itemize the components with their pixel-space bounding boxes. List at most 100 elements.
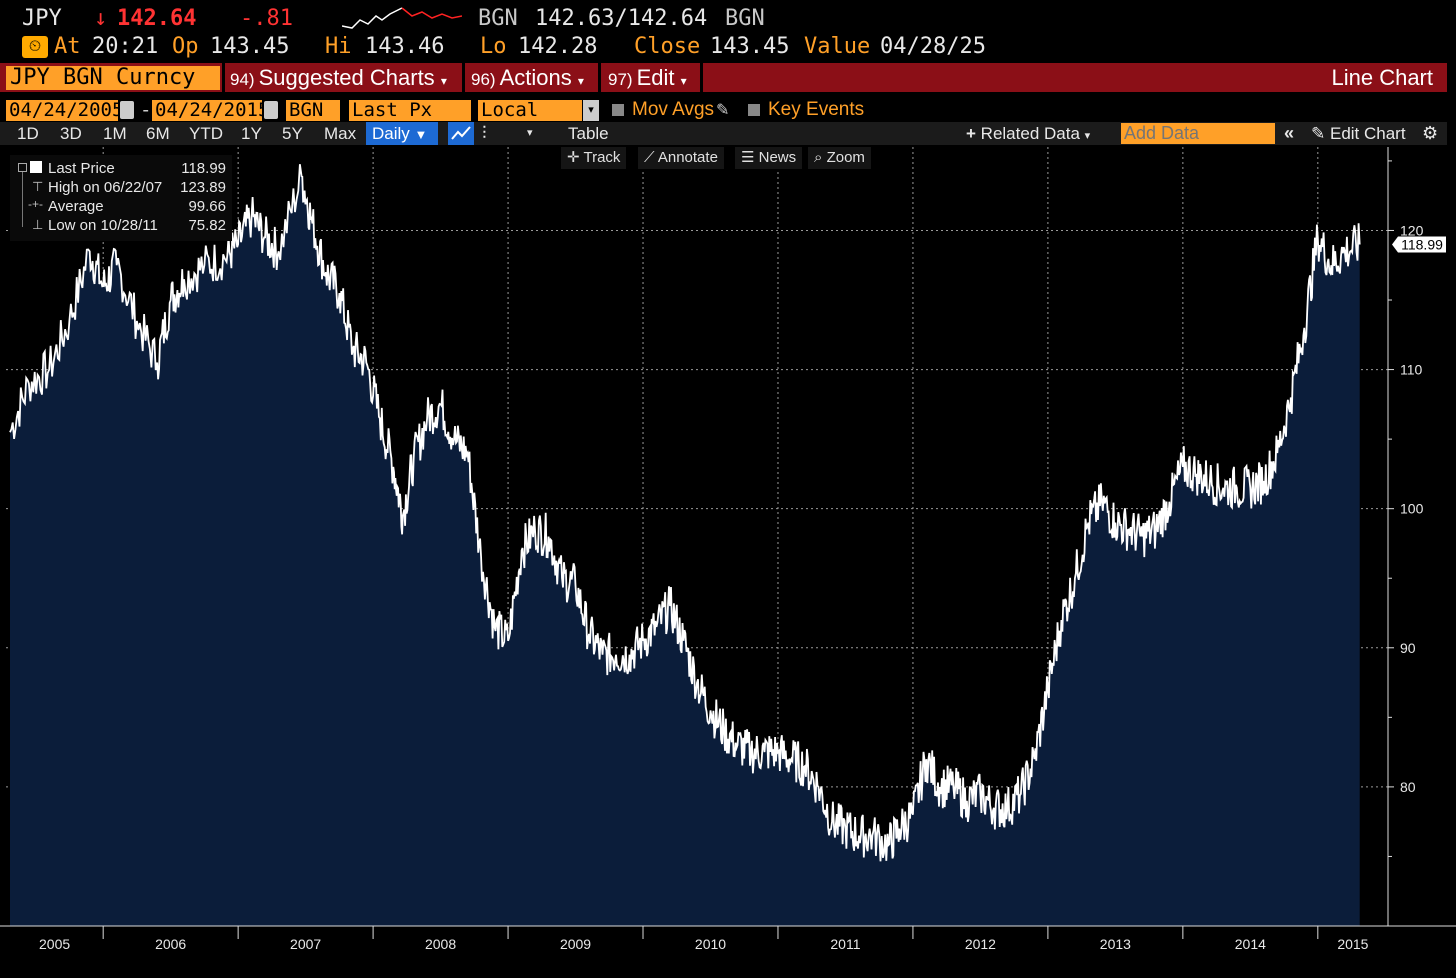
legend-average-value: 99.66 bbox=[188, 198, 226, 215]
magnifier-icon: ⌕ bbox=[814, 149, 823, 166]
lo-label: Lo bbox=[480, 34, 507, 59]
zoom-tool[interactable]: ⌕ Zoom bbox=[808, 147, 871, 169]
start-date-field[interactable]: 04/24/2005 bbox=[6, 100, 123, 121]
x-tick-label: 2008 bbox=[425, 936, 456, 952]
lo-value: 142.28 bbox=[518, 34, 598, 59]
track-tool[interactable]: ✛ Track bbox=[561, 147, 627, 169]
range-3d[interactable]: 3D bbox=[60, 124, 82, 143]
frequency-selector[interactable]: Daily ▼ bbox=[366, 122, 438, 145]
edit-pencil-icon: ✎ bbox=[1311, 124, 1326, 143]
x-tick-label: 2006 bbox=[155, 936, 186, 952]
range-ytd[interactable]: YTD bbox=[189, 124, 223, 143]
high-marker-icon: ⊤ bbox=[32, 179, 44, 194]
range-1y[interactable]: 1Y bbox=[241, 124, 262, 143]
range-max[interactable]: Max bbox=[324, 124, 357, 143]
at-label: At bbox=[54, 34, 81, 59]
currency-selector[interactable]: Local CCY bbox=[478, 100, 582, 142]
x-tick-label: 2009 bbox=[560, 936, 591, 952]
y-axis: 80 90 100 110 120 bbox=[1387, 147, 1424, 926]
news-icon: ☰ bbox=[741, 149, 755, 166]
legend-last-value: 118.99 bbox=[181, 160, 226, 177]
mov-avgs-checkbox[interactable] bbox=[612, 104, 624, 116]
sparkline bbox=[342, 7, 462, 29]
news-tool[interactable]: ☰ News bbox=[735, 147, 803, 169]
last-price-marker: 118.99 bbox=[1392, 236, 1446, 253]
ticker-symbol: JPY bbox=[22, 6, 62, 31]
low-marker-icon: ⊥ bbox=[32, 217, 44, 232]
source-field[interactable]: BGN bbox=[286, 100, 340, 121]
line-style-icon[interactable] bbox=[448, 122, 474, 145]
annotate-tool[interactable]: ⟋ Annotate bbox=[638, 147, 724, 169]
collapse-icon[interactable]: « bbox=[1284, 123, 1295, 143]
range-1m[interactable]: 1M bbox=[103, 124, 127, 143]
open-value: 143.45 bbox=[210, 34, 290, 59]
bid-ask: 142.63/142.64 bbox=[535, 6, 708, 31]
last-price-tag-label: 118.99 bbox=[1401, 237, 1443, 253]
meter-icon[interactable]: ⏲ bbox=[22, 36, 48, 58]
add-data-input[interactable] bbox=[1121, 123, 1275, 144]
date-dash: - bbox=[140, 99, 152, 121]
legend-high-label: High on 06/22/07 bbox=[48, 179, 163, 196]
open-label: Op bbox=[172, 34, 199, 59]
actions-menu[interactable]: 96) Actions ▾ bbox=[471, 65, 584, 90]
related-data-button[interactable]: + Related Data ▾ bbox=[966, 124, 1091, 143]
range-toolbar: 1D 3D 1M 6M YTD 1Y 5Y Max Daily ▼ ⫶ ▾ Ta… bbox=[0, 122, 1447, 145]
average-marker-icon: -+- bbox=[28, 197, 43, 211]
range-1d[interactable]: 1D bbox=[17, 124, 39, 143]
menu-bar: 94) Suggested Charts ▾ 96) Actions ▾ 97) Ed… bbox=[0, 63, 1447, 92]
annotate-icon: ⟋ bbox=[644, 149, 655, 166]
hi-label: Hi bbox=[325, 34, 352, 59]
y-tick-label: 120 bbox=[1400, 222, 1424, 238]
down-arrow-icon: ↓ bbox=[94, 6, 108, 31]
close-label: Close bbox=[634, 34, 701, 59]
x-tick-label: 2011 bbox=[830, 936, 860, 952]
legend-last-label: Last Price bbox=[48, 160, 115, 177]
chart-style-dropdown-icon[interactable]: ▾ bbox=[527, 127, 533, 139]
suggested-charts-menu[interactable]: 94) Suggested Charts ▾ bbox=[230, 65, 447, 90]
quote-source-2: BGN bbox=[725, 6, 765, 31]
close-value: 143.45 bbox=[710, 34, 790, 59]
last-price: 142.64 bbox=[117, 6, 197, 31]
y-tick-label: 90 bbox=[1400, 640, 1416, 656]
x-axis: 2005 2006 2007 2008 2009 2010 2011 2012 2013 2014… bbox=[0, 925, 1456, 952]
hi-value: 143.46 bbox=[365, 34, 445, 59]
legend-panel: Last Price 118.99 ⊤ High on 06/22/07 123… bbox=[10, 155, 232, 241]
net-change: -.81 bbox=[240, 6, 293, 31]
mov-avgs-label[interactable]: Mov Avgs bbox=[632, 99, 715, 120]
security-field[interactable]: JPY BGN Curncy bbox=[6, 66, 220, 90]
edit-chart-button[interactable]: ✎ Edit Chart bbox=[1311, 124, 1406, 143]
field-selector[interactable]: Last Px bbox=[349, 100, 471, 121]
start-calendar-icon[interactable] bbox=[120, 101, 134, 119]
range-5y[interactable]: 5Y bbox=[282, 124, 303, 143]
key-events-checkbox[interactable] bbox=[748, 104, 760, 116]
range-6m[interactable]: 6M bbox=[146, 124, 170, 143]
quote-source: BGN bbox=[478, 6, 518, 31]
quote-time: 20:21 bbox=[92, 34, 159, 59]
line-color-swatch bbox=[30, 161, 42, 173]
y-tick-label: 110 bbox=[1400, 362, 1423, 378]
price-line bbox=[9, 164, 1361, 862]
end-date-field[interactable]: 04/24/2015 bbox=[152, 100, 269, 121]
legend-low-label: Low on 10/28/11 bbox=[48, 217, 158, 234]
legend-average-label: Average bbox=[48, 198, 104, 215]
edit-menu[interactable]: 97) Edit ▾ bbox=[608, 65, 687, 90]
chart-type-label[interactable]: Line Chart bbox=[1331, 65, 1433, 90]
currency-dropdown-icon[interactable]: ▾ bbox=[583, 100, 599, 121]
value-date: 04/28/25 bbox=[880, 34, 986, 59]
collapse-box-icon[interactable] bbox=[18, 163, 27, 172]
end-calendar-icon[interactable] bbox=[264, 101, 278, 119]
value-label: Value bbox=[804, 34, 871, 59]
bar-style-icon[interactable]: ⫶ bbox=[482, 123, 487, 143]
x-tick-label: 2013 bbox=[1100, 936, 1131, 952]
x-tick-label: 2007 bbox=[290, 936, 321, 952]
x-tick-label: 2005 bbox=[39, 936, 70, 952]
crosshair-icon: ✛ bbox=[567, 149, 580, 166]
y-tick-label: 80 bbox=[1400, 779, 1416, 795]
pencil-icon[interactable]: ✎ bbox=[716, 102, 730, 119]
key-events-label[interactable]: Key Events bbox=[768, 99, 865, 120]
x-tick-label: 2010 bbox=[695, 936, 726, 952]
table-button[interactable]: Table bbox=[568, 124, 609, 143]
legend-high-value: 123.89 bbox=[180, 179, 226, 196]
gear-icon[interactable]: ⚙ bbox=[1422, 123, 1439, 143]
